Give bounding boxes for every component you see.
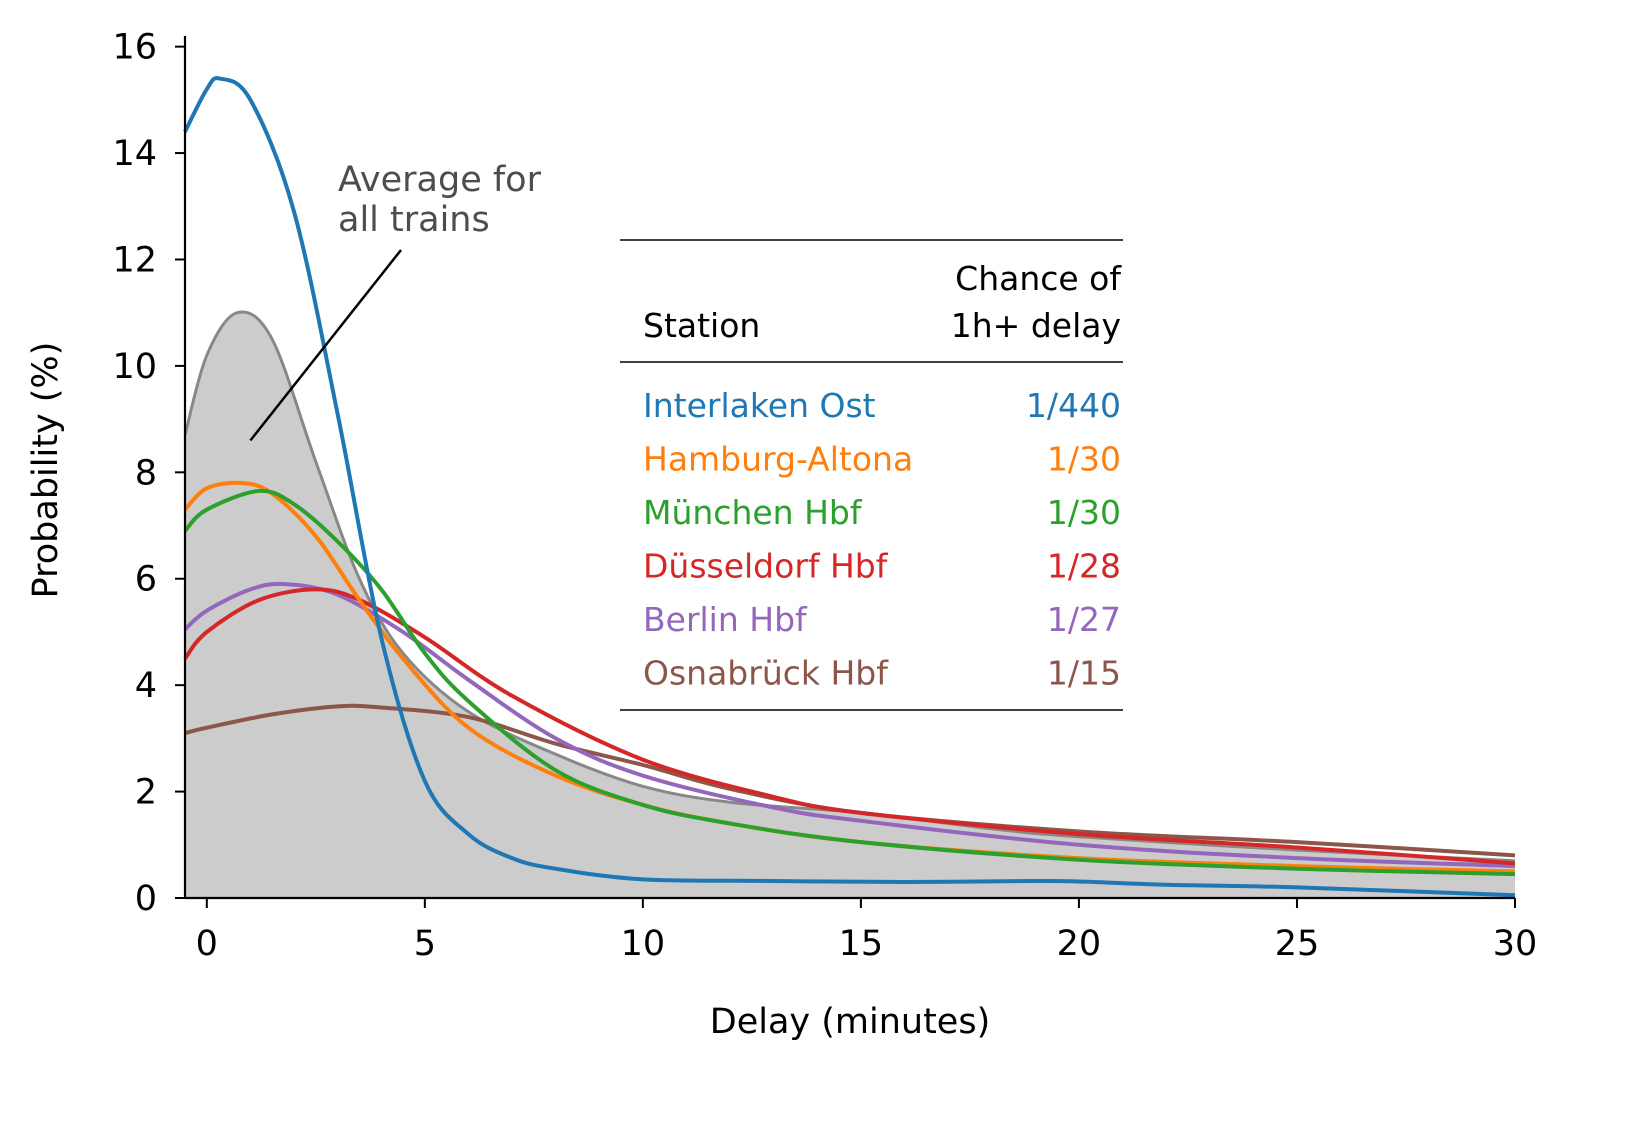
y-tick-label: 4 [135,666,157,706]
annotation-pointer-line [249,249,402,442]
x-tick-label: 15 [839,924,884,964]
x-tick-label: 5 [414,924,436,964]
axes-layer [183,36,1515,900]
series-line-dusseldorf-hbf [183,587,1516,866]
series-line-berlin-hbf [183,581,1516,869]
x-tick-label: 0 [196,924,218,964]
table-chance-berlin-hbf: 1/27 [1047,600,1121,639]
table-header-col2-line1: Chance of [955,259,1122,298]
table-header-col2-line2: 1h+ delay [951,306,1121,345]
series-line-interlaken-ost [183,76,1516,898]
y-tick-label: 0 [135,879,157,919]
table-chance-osnabruck-hbf: 1/15 [1047,654,1121,693]
average-annotation: Average for all trains [249,160,542,442]
annotation-line-2: all trains [338,200,490,240]
table-station-munchen-hbf: München Hbf [643,493,863,532]
series-lines-layer [183,76,1516,898]
table-chance-interlaken-ost: 1/440 [1026,386,1121,425]
table-chance-dusseldorf-hbf: 1/28 [1047,547,1121,586]
y-tick-label: 2 [135,773,157,813]
average-area [185,312,1515,898]
average-area-layer [183,310,1516,898]
series-line-osnabruck-hbf [184,703,1516,858]
average-line [183,310,1516,863]
y-tick-label: 16 [112,28,157,68]
x-axis-title: Delay (minutes) [710,1002,990,1042]
y-tick-label: 10 [112,347,157,387]
x-tick-label: 20 [1057,924,1102,964]
table-header-station: Station [643,306,760,345]
y-tick-label: 8 [135,453,157,493]
table-station-osnabruck-hbf: Osnabrück Hbf [643,654,889,693]
table-station-berlin-hbf: Berlin Hbf [643,600,808,639]
series-line-munchen-hbf [183,488,1516,877]
x-tick-label: 25 [1275,924,1320,964]
table-station-hamburg-altona: Hamburg-Altona [643,440,913,479]
y-tick-label: 12 [112,240,157,280]
annotation-line-1: Average for [338,160,542,200]
station-table: Chance of 1h+ delay Station Interlaken O… [620,239,1123,711]
y-tick-label: 6 [135,560,157,600]
x-tick-label: 10 [621,924,666,964]
table-rows: Interlaken Ost 1/440 Hamburg-Altona 1/30 Mün… [643,386,1121,693]
table-station-interlaken-ost: Interlaken Ost [643,386,876,425]
table-chance-munchen-hbf: 1/30 [1047,493,1121,532]
y-tick-label: 14 [112,134,157,174]
x-tick-label: 30 [1493,924,1538,964]
y-axis-title: Probability (%) [26,342,66,599]
table-chance-hamburg-altona: 1/30 [1047,440,1121,479]
table-station-dusseldorf-hbf: Düsseldorf Hbf [643,547,889,586]
ticks-layer: 0 5 10 15 20 25 30 0 2 4 6 8 10 12 14 16 [112,28,1537,964]
